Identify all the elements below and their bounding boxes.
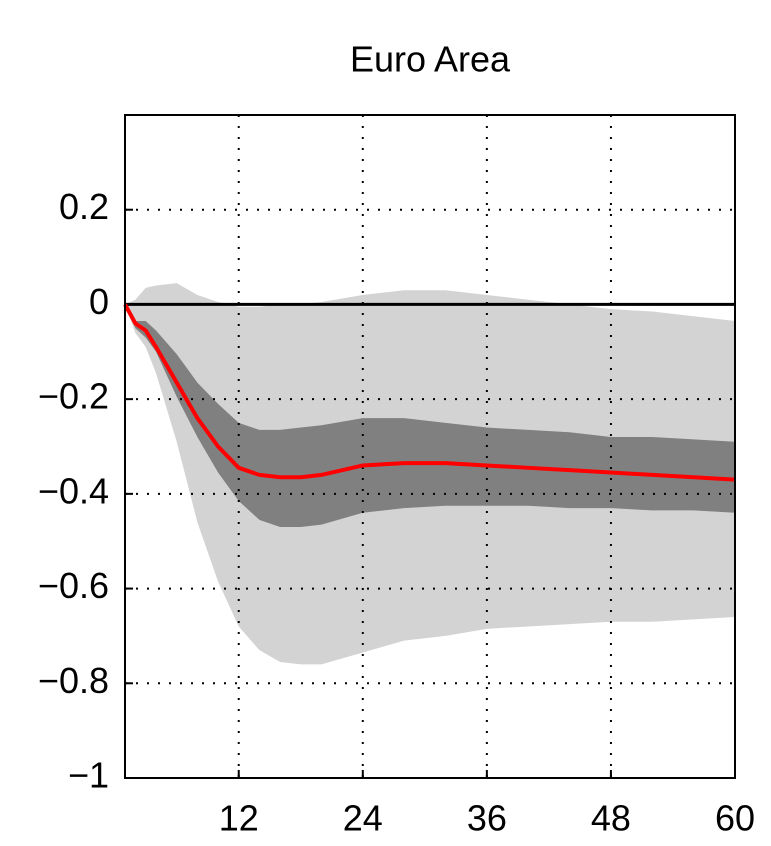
plot-frame [124, 114, 736, 779]
y-tick-label: −0.2 [38, 376, 109, 417]
x-tick-label: 24 [343, 798, 383, 839]
x-tick-label: 60 [715, 798, 755, 839]
y-tick-label: −0.6 [38, 565, 109, 606]
chart-title: Euro Area [350, 39, 511, 80]
x-tick-label: 12 [219, 798, 259, 839]
y-tick-label: 0 [89, 281, 109, 322]
x-tick-label: 36 [467, 798, 507, 839]
y-tick-label: −0.8 [38, 660, 109, 701]
y-tick-label: −1 [68, 755, 109, 796]
x-tick-label: 48 [591, 798, 631, 839]
y-tick-label: 0.2 [59, 186, 109, 227]
line [123, 303, 736, 482]
y-tick-label: −0.4 [38, 470, 109, 511]
